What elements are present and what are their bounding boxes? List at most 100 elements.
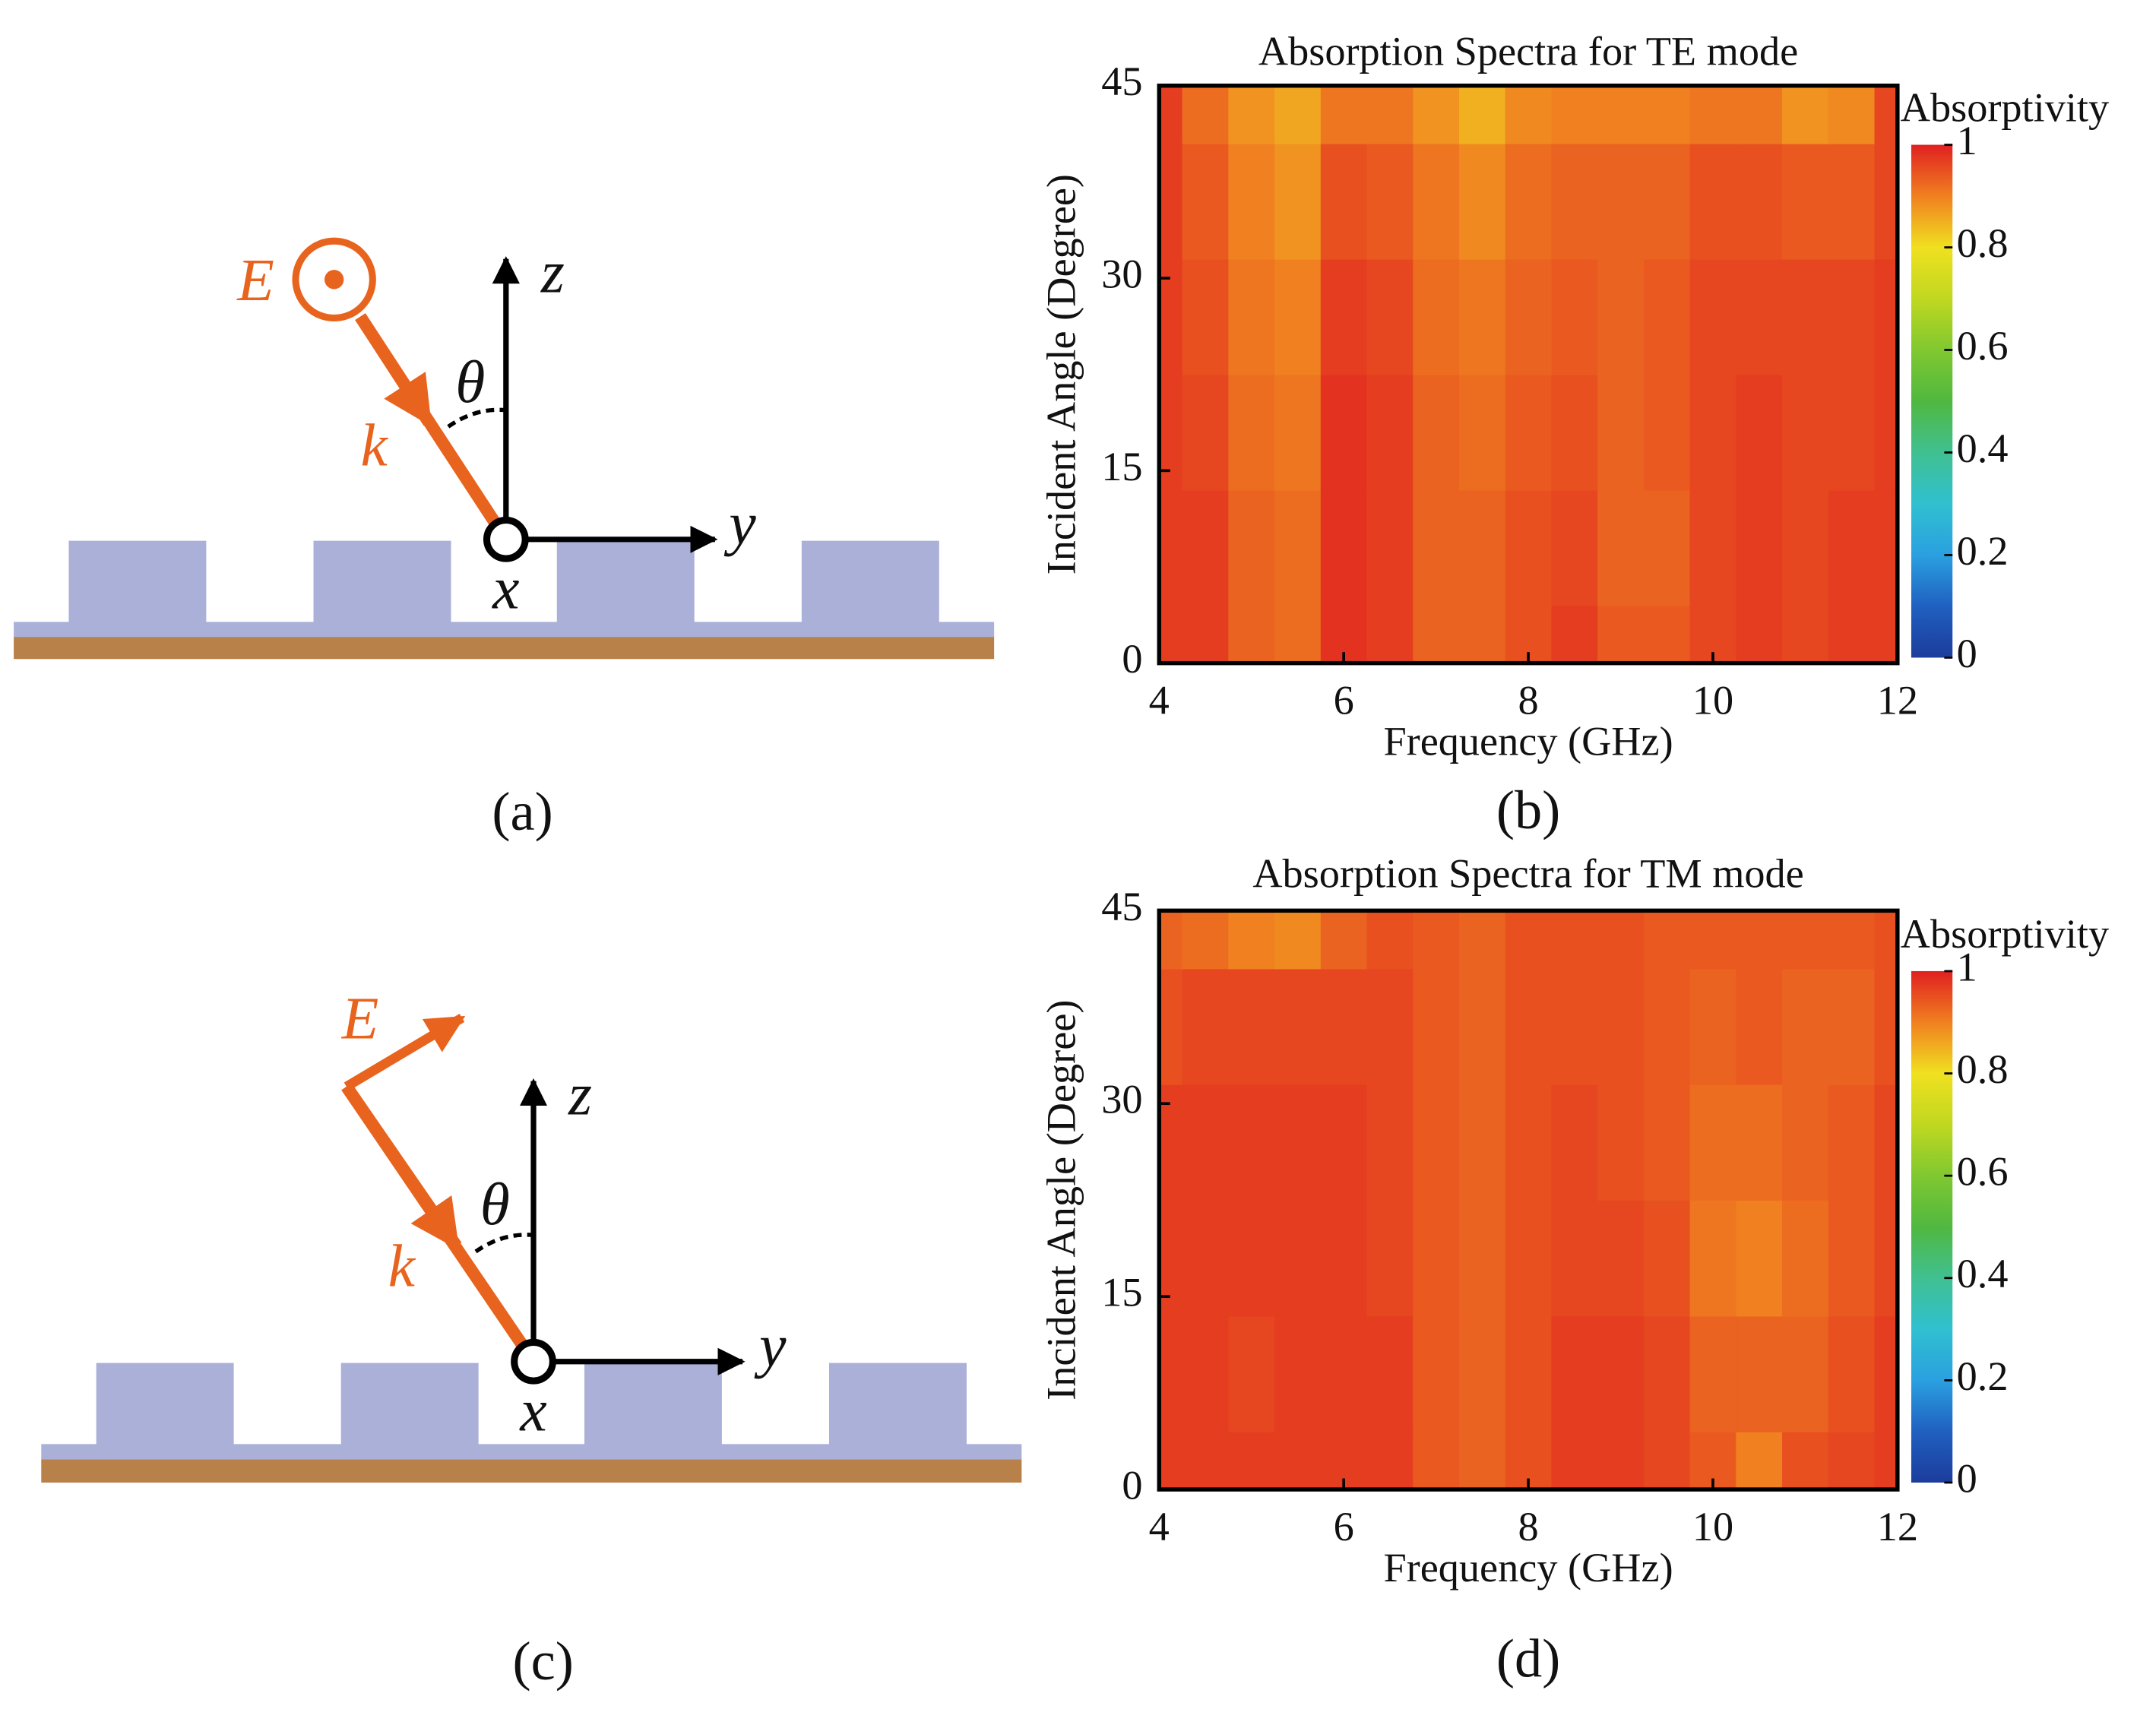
heatmap-cell: [1366, 968, 1414, 1085]
heatmap-cell: [1320, 143, 1368, 260]
heatmap-cell: [1505, 489, 1553, 606]
heatmap-cell: [1228, 1200, 1275, 1317]
heatmap-cell: [1274, 1200, 1322, 1317]
heatmap-cell: [1828, 1084, 1876, 1201]
x-tick-label: 10: [1692, 1504, 1733, 1549]
y-tick-label: 30: [1101, 1077, 1142, 1122]
y-tick-label: 0: [1122, 636, 1142, 682]
heatmap-cell: [1413, 143, 1460, 260]
heatmap-cell: [1874, 1431, 1898, 1490]
heatmap-cell: [1597, 143, 1645, 260]
heatmap-cell: [1551, 605, 1599, 664]
heatmap-cell: [1159, 85, 1183, 144]
heatmap-cell: [1782, 489, 1829, 606]
block: [68, 540, 207, 624]
e-label: E: [236, 247, 274, 314]
heatmap-cell: [1458, 489, 1506, 606]
colorbar: [1911, 144, 1953, 658]
origin: [483, 516, 529, 562]
block: [340, 1363, 479, 1446]
heatmap-cell: [1458, 910, 1506, 970]
heatmap-cell: [1828, 85, 1876, 144]
block: [313, 540, 451, 624]
heatmap-cell: [1320, 968, 1368, 1085]
heatmap-cell: [1458, 1315, 1506, 1432]
heatmap-cell: [1551, 258, 1599, 375]
heatmap-cell: [1782, 143, 1829, 260]
heatmap-cell: [1458, 258, 1506, 375]
heatmap-cell: [1551, 374, 1599, 491]
heatmap-cell: [1505, 258, 1553, 375]
x-tick-label: 8: [1518, 677, 1538, 723]
colorbar-tick-label: 0.2: [1957, 528, 2009, 574]
e-label: E: [341, 986, 379, 1052]
heatmap-cell: [1182, 85, 1230, 144]
k-label: k: [388, 1233, 416, 1299]
heatmap-cell: [1736, 258, 1783, 375]
heatmap-cell: [1736, 968, 1783, 1085]
k-label: k: [360, 412, 388, 479]
heatmap-cell: [1182, 374, 1230, 491]
heatmap-cell: [1159, 1431, 1183, 1490]
y-tick-label: 15: [1101, 1270, 1142, 1315]
heatmap-cell: [1413, 968, 1460, 1085]
e-field-symbol: [292, 237, 376, 322]
caption: (d): [1496, 1628, 1560, 1689]
x-tick-label: 10: [1692, 677, 1733, 723]
heatmap-cell: [1413, 489, 1460, 606]
heatmap-cell: [1366, 1431, 1414, 1490]
heatmap-cell: [1551, 968, 1599, 1085]
heatmap-cell: [1643, 1315, 1691, 1432]
heatmap-cell: [1274, 1431, 1322, 1490]
heatmap-cell: [1874, 85, 1898, 144]
k-arrowhead: [341, 1083, 462, 1251]
block: [96, 1363, 234, 1446]
plot-frame: [1157, 84, 1900, 666]
heatmap-cell: [1643, 85, 1691, 144]
heatmap-cell: [1643, 1084, 1691, 1201]
heatmap-cell: [1643, 605, 1691, 664]
heatmap-cell: [1782, 1084, 1829, 1201]
heatmap-cell: [1228, 258, 1275, 375]
heatmap-cell: [1736, 605, 1783, 664]
heatmap-cell: [1366, 374, 1414, 491]
heatmap-cell: [1597, 1431, 1645, 1490]
heatmap-cell: [1413, 1315, 1460, 1432]
heatmap-cell: [1182, 1084, 1230, 1201]
block: [584, 1363, 722, 1446]
heatmap-cell: [1366, 143, 1414, 260]
heatmap-cell: [1551, 85, 1599, 144]
heatmap-cell: [1159, 910, 1183, 970]
heatmap-cell: [1159, 143, 1183, 260]
y-label: y: [754, 1312, 787, 1379]
heatmap-cell: [1182, 1431, 1230, 1490]
heatmap-cell: [1228, 968, 1275, 1085]
heatmap-cell: [1874, 1084, 1898, 1201]
heatmap-cell: [1874, 374, 1898, 491]
x-label: x: [519, 1377, 546, 1444]
heatmap-cell: [1228, 605, 1275, 664]
heatmap-cell: [1828, 1431, 1876, 1490]
heatmap-cell: [1366, 910, 1414, 970]
heatmap-cell: [1413, 910, 1460, 970]
heatmap-cell: [1597, 1315, 1645, 1432]
colorbar: [1911, 970, 1953, 1483]
y-tick-label: 45: [1101, 884, 1142, 929]
heatmap-cell: [1366, 1200, 1414, 1317]
heatmap-cell: [1159, 605, 1183, 664]
heatmap-cell: [1182, 605, 1230, 664]
colorbar-tick-label: 0: [1957, 631, 1977, 676]
z-label: z: [540, 239, 565, 305]
substrate: [14, 635, 995, 660]
heatmap-cell: [1643, 143, 1691, 260]
heatmap-cell: [1413, 1200, 1460, 1317]
heatmap-cell: [1597, 258, 1645, 375]
heatmap-cell: [1782, 910, 1829, 970]
heatmap-cell: [1274, 1084, 1322, 1201]
heatmap-cell: [1228, 85, 1275, 144]
heatmap-cell: [1413, 605, 1460, 664]
heatmap-cell: [1366, 489, 1414, 606]
heatmap-cell: [1689, 1200, 1737, 1317]
heatmap-cell: [1782, 1431, 1829, 1490]
